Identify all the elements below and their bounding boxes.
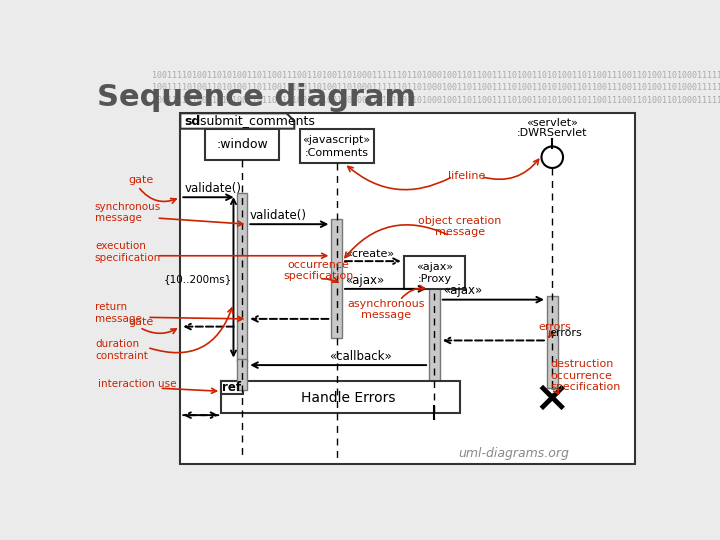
Text: sd: sd bbox=[184, 114, 200, 127]
Bar bbox=[331, 219, 342, 338]
Bar bbox=[221, 381, 243, 394]
Text: :Proxy: :Proxy bbox=[418, 274, 451, 284]
Text: synchronous
message: synchronous message bbox=[95, 202, 161, 224]
Text: interaction use: interaction use bbox=[98, 379, 176, 389]
Circle shape bbox=[541, 146, 563, 168]
Bar bbox=[300, 130, 374, 164]
Text: «create»: «create» bbox=[345, 249, 395, 259]
Text: 10011110100110101001101100111001101001101000111111011010001001101100111101001101: 1001111010011010100110110011100110100110… bbox=[152, 71, 720, 80]
Bar bbox=[221, 381, 460, 413]
Text: occurrence
specification: occurrence specification bbox=[283, 260, 354, 281]
Text: :DWRServlet: :DWRServlet bbox=[517, 127, 588, 138]
Text: destruction
occurrence
specification: destruction occurrence specification bbox=[550, 359, 621, 393]
Text: submit_comments: submit_comments bbox=[196, 114, 315, 127]
Text: duration
constraint: duration constraint bbox=[95, 339, 148, 361]
Text: errors: errors bbox=[549, 328, 582, 338]
Polygon shape bbox=[180, 113, 294, 129]
Text: «ajax»: «ajax» bbox=[416, 261, 453, 272]
Text: ref: ref bbox=[222, 381, 241, 394]
Text: 10011110100110101001101100111001101001101000111111011010001001101100111101001101: 1001111010011010100110110011100110100110… bbox=[152, 83, 720, 92]
Text: Handle Errors: Handle Errors bbox=[301, 391, 395, 405]
Text: Sequence diagram: Sequence diagram bbox=[97, 83, 416, 112]
Text: «ajax»: «ajax» bbox=[443, 285, 482, 298]
Text: asynchronous
message: asynchronous message bbox=[347, 299, 425, 320]
Text: «callback»: «callback» bbox=[329, 350, 392, 363]
Text: {10..200ms}: {10..200ms} bbox=[163, 274, 232, 284]
Text: object creation
message: object creation message bbox=[418, 215, 502, 237]
Text: gate: gate bbox=[128, 174, 153, 185]
Text: return
message: return message bbox=[95, 302, 142, 323]
Text: :window: :window bbox=[216, 138, 268, 151]
Text: «ajax»: «ajax» bbox=[345, 274, 384, 287]
Bar bbox=[180, 113, 634, 464]
Bar bbox=[237, 359, 248, 390]
Text: uml-diagrams.org: uml-diagrams.org bbox=[459, 447, 570, 460]
Bar bbox=[547, 296, 558, 388]
Text: validate(): validate() bbox=[250, 209, 307, 222]
Text: lifeline: lifeline bbox=[448, 171, 485, 181]
Bar bbox=[205, 130, 279, 160]
Text: errors: errors bbox=[539, 322, 571, 333]
Bar bbox=[237, 193, 248, 362]
Bar bbox=[404, 256, 465, 289]
Bar bbox=[429, 287, 440, 406]
Text: gate: gate bbox=[128, 317, 153, 327]
Text: 10011110100110101001101100111001101001101000111111011010001001101100111101001101: 1001111010011010100110110011100110100110… bbox=[152, 96, 720, 105]
Text: execution
specification: execution specification bbox=[95, 241, 161, 263]
Text: «servlet»: «servlet» bbox=[526, 118, 578, 129]
Text: «javascript»: «javascript» bbox=[302, 135, 371, 145]
Text: :Comments: :Comments bbox=[305, 147, 369, 158]
Text: validate(): validate() bbox=[184, 182, 241, 195]
